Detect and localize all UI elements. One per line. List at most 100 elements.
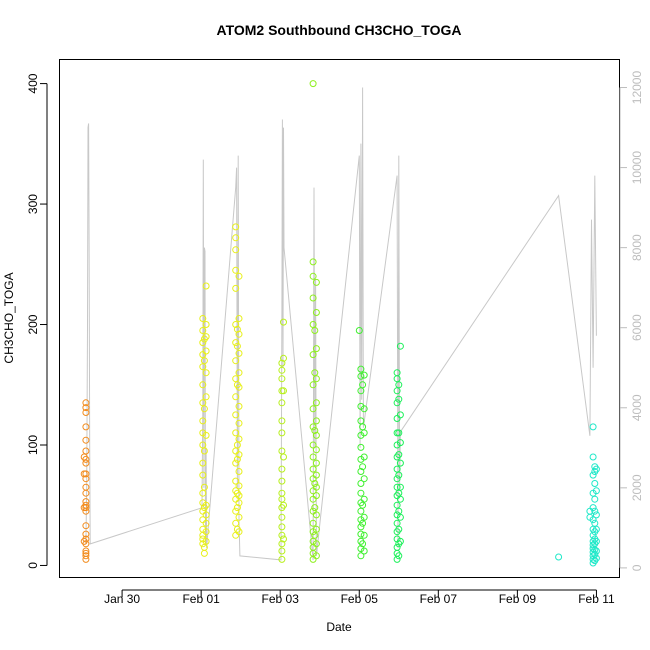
data-point xyxy=(202,321,210,328)
data-point xyxy=(200,549,208,557)
data-point xyxy=(80,453,88,461)
x-axis-label: Date xyxy=(326,620,352,634)
data-point xyxy=(589,471,597,479)
data-point xyxy=(199,489,207,497)
data-point xyxy=(232,321,240,328)
data-point xyxy=(278,540,286,548)
data-point xyxy=(360,371,368,379)
data-point xyxy=(235,349,243,357)
data-point xyxy=(357,480,365,487)
data-point xyxy=(233,342,241,350)
data-point xyxy=(199,315,207,322)
data-point xyxy=(82,498,90,506)
data-point xyxy=(396,495,404,503)
data-point xyxy=(357,552,365,560)
y2-tick-label: 12000 xyxy=(630,71,644,105)
data-point xyxy=(395,381,403,389)
data-point xyxy=(199,417,207,425)
data-point xyxy=(280,387,287,395)
data-point xyxy=(200,504,208,512)
data-point xyxy=(80,504,88,512)
data-point xyxy=(592,511,600,519)
data-point xyxy=(357,489,365,497)
point-group-6 xyxy=(555,423,600,567)
data-point xyxy=(82,522,90,530)
point-group-2 xyxy=(278,318,287,563)
data-point xyxy=(278,429,286,437)
data-point xyxy=(278,465,286,473)
y-tick-label: 0 xyxy=(26,562,40,569)
data-point xyxy=(311,327,319,334)
data-point xyxy=(357,468,365,475)
data-point xyxy=(359,501,367,509)
x-tick-label: Feb 09 xyxy=(499,592,537,606)
data-point xyxy=(312,278,320,286)
data-point xyxy=(232,531,240,539)
data-point xyxy=(309,441,317,449)
data-point xyxy=(233,504,241,512)
data-point xyxy=(200,357,208,365)
y2-tick-label: 6000 xyxy=(630,314,644,341)
data-point xyxy=(233,525,241,533)
data-point xyxy=(357,443,365,451)
data-point xyxy=(589,504,597,512)
point-group-3 xyxy=(309,80,320,563)
data-point xyxy=(200,543,208,551)
data-point xyxy=(360,495,368,503)
data-point xyxy=(312,492,320,500)
data-point xyxy=(232,411,240,419)
data-point xyxy=(357,507,365,515)
data-point xyxy=(199,381,207,389)
data-point xyxy=(199,339,207,347)
data-point xyxy=(591,507,599,515)
data-point xyxy=(592,487,600,495)
point-group-0 xyxy=(80,399,90,563)
data-point xyxy=(232,284,240,292)
y2-tick-label: 0 xyxy=(630,564,644,571)
data-point xyxy=(312,483,320,491)
data-point xyxy=(393,519,401,527)
data-point xyxy=(235,315,243,322)
data-point xyxy=(82,489,90,497)
data-point xyxy=(278,417,286,425)
data-point xyxy=(589,423,597,431)
data-point xyxy=(235,482,243,490)
data-point xyxy=(232,246,240,254)
x-tick-label: Feb 05 xyxy=(341,592,379,606)
data-point xyxy=(202,347,210,355)
data-point xyxy=(199,459,207,467)
data-point xyxy=(235,402,243,410)
data-point xyxy=(82,436,90,444)
data-point xyxy=(309,519,317,527)
data-point xyxy=(396,537,404,545)
data-point xyxy=(200,483,208,491)
data-point xyxy=(233,455,241,463)
data-point xyxy=(235,419,243,427)
data-point xyxy=(280,501,287,509)
data-point xyxy=(312,511,320,519)
data-point xyxy=(311,369,319,377)
data-point xyxy=(232,339,240,347)
data-point xyxy=(278,531,286,539)
data-point xyxy=(199,507,207,515)
data-point xyxy=(278,447,286,455)
data-point xyxy=(589,516,597,524)
data-point xyxy=(202,431,210,439)
data-point xyxy=(82,483,90,491)
data-point xyxy=(555,553,563,561)
data-point xyxy=(82,399,90,407)
data-point xyxy=(82,423,90,431)
data-point xyxy=(232,234,240,242)
data-point xyxy=(82,475,90,483)
data-point xyxy=(589,555,597,563)
data-point xyxy=(312,417,320,425)
data-point xyxy=(202,393,210,401)
data-point xyxy=(200,405,208,413)
y2-tick-label: 10000 xyxy=(630,151,644,185)
data-point xyxy=(80,537,88,545)
data-point xyxy=(311,504,319,512)
data-point xyxy=(393,543,401,551)
data-point xyxy=(280,453,287,461)
data-point xyxy=(278,547,286,555)
data-point xyxy=(232,495,240,503)
